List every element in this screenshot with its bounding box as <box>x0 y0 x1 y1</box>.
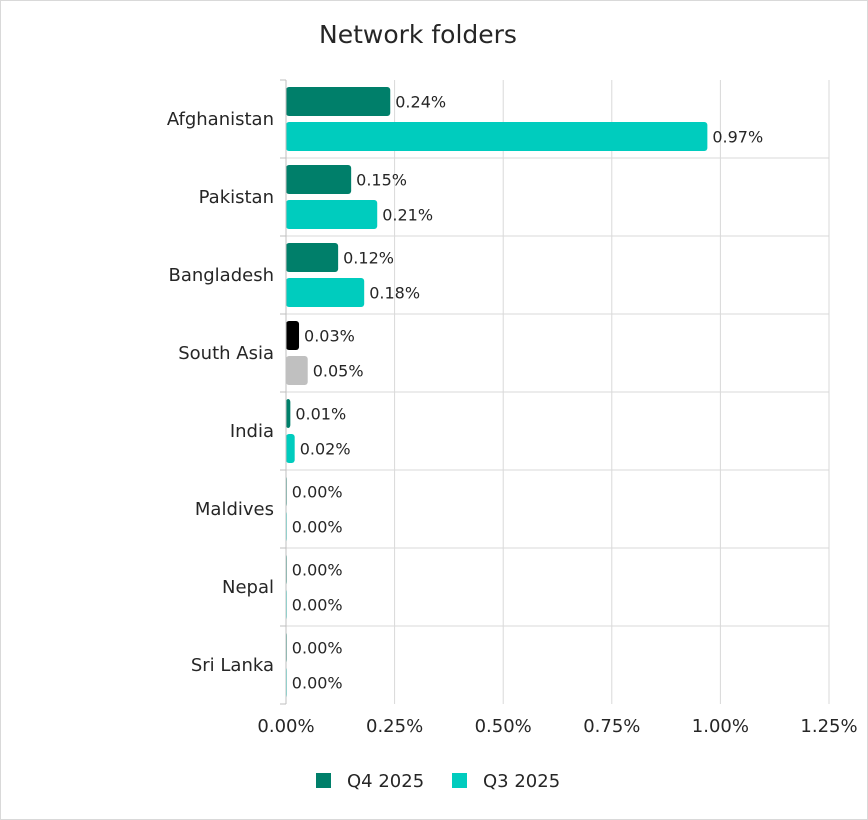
bar <box>286 278 365 307</box>
category-label: Sri Lanka <box>191 655 274 676</box>
bar <box>286 165 352 194</box>
data-label: 0.24% <box>395 93 446 112</box>
axes: 0.00% 0.25% 0.50% 0.75% 1.00% 1.25% Afghanista… <box>167 79 858 737</box>
category-label: Maldives <box>195 499 274 520</box>
category-label: South Asia <box>178 343 274 364</box>
data-label: 0.00% <box>292 674 343 693</box>
bar <box>286 87 391 116</box>
bar <box>286 243 339 272</box>
data-label: 0.00% <box>292 561 343 580</box>
x-tick-label: 1.25% <box>800 716 857 737</box>
chart-title: Network folders <box>319 20 517 49</box>
legend-label: Q3 2025 <box>483 771 560 792</box>
x-tick-label: 0.75% <box>583 716 640 737</box>
data-label: 0.03% <box>304 327 355 346</box>
data-labels: 0.24% 0.97% 0.15% 0.21% 0.12% 0.18% 0.03% 0.05%… <box>292 93 763 693</box>
data-label: 0.15% <box>356 171 407 190</box>
x-tick-label: 1.00% <box>692 716 749 737</box>
data-label: 0.18% <box>369 284 420 303</box>
data-label: 0.00% <box>292 639 343 658</box>
data-label: 0.01% <box>295 405 346 424</box>
data-label: 0.21% <box>382 206 433 225</box>
bar <box>286 321 300 350</box>
bars <box>286 87 708 697</box>
category-label: Pakistan <box>199 187 274 208</box>
legend-label: Q4 2025 <box>347 771 424 792</box>
data-label: 0.12% <box>343 249 394 268</box>
legend-swatch <box>452 773 467 788</box>
category-label: Afghanistan <box>167 109 274 130</box>
data-label: 0.00% <box>292 483 343 502</box>
x-tick-label: 0.50% <box>475 716 532 737</box>
data-label: 0.00% <box>292 518 343 537</box>
category-label: Bangladesh <box>168 265 274 286</box>
bar <box>286 399 291 428</box>
category-label: India <box>230 421 274 442</box>
data-label: 0.02% <box>300 440 351 459</box>
x-tick-label: 0.25% <box>366 716 423 737</box>
bar <box>286 122 708 151</box>
bar <box>286 356 308 385</box>
x-tick-label: 0.00% <box>257 716 314 737</box>
data-label: 0.00% <box>292 596 343 615</box>
legend-swatch <box>316 773 331 788</box>
bar <box>286 200 378 229</box>
data-label: 0.05% <box>313 362 364 381</box>
legend: Q4 2025 Q3 2025 <box>316 771 560 792</box>
bar <box>286 434 295 463</box>
category-label: Nepal <box>222 577 274 598</box>
data-label: 0.97% <box>712 128 763 147</box>
